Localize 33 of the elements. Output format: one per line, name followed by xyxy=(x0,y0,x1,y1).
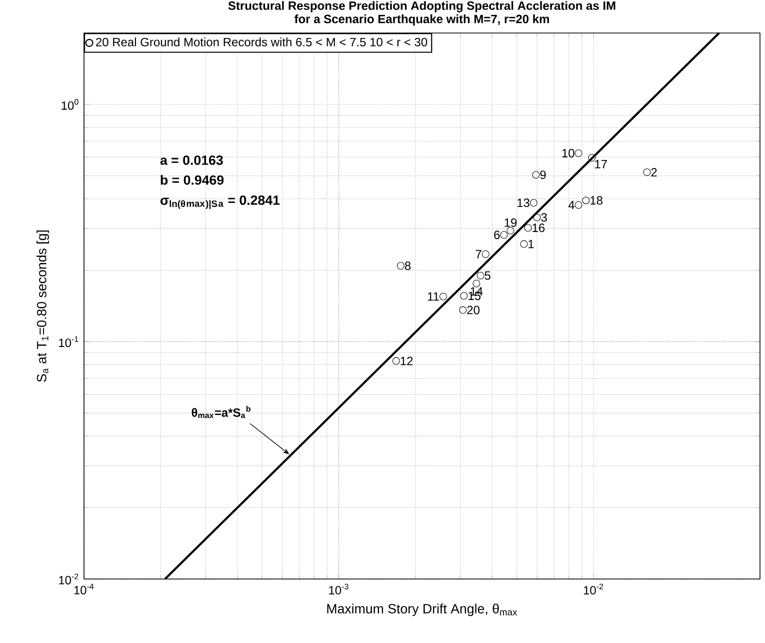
annotation: 9 xyxy=(540,170,546,180)
y-tick-label: 10$^{0}$ xyxy=(62,99,78,110)
x-axis-title: Maximum Story Drift Angle, θ$_{max}$ xyxy=(327,604,518,616)
annotation: 7 xyxy=(476,250,482,258)
legend-label: 20 Real Ground Motion Records with 6.5 < M < 7.5 10 < r < 30 xyxy=(96,38,428,46)
y-tick-label: 10$^{-2}$ xyxy=(59,574,78,584)
annotation: 17 xyxy=(595,160,607,168)
annotation: 1 xyxy=(528,240,534,248)
annotation: b = 0.9469 xyxy=(160,174,224,185)
y-tick-label: 10$^{-1}$ xyxy=(59,336,78,348)
annotation: 10 xyxy=(562,148,574,158)
annotation: 5 xyxy=(484,271,490,280)
chart-title: Structural Response Prediction Adopting Spectral Accleration as IM xyxy=(228,1,616,12)
annotation: 3 xyxy=(541,213,547,222)
chart-subtitle: for a Scenario Earthquake with M=7, r=20 km xyxy=(294,14,549,26)
annotation: 6 xyxy=(494,230,500,240)
annotation: 8 xyxy=(404,261,411,270)
annotation: σ$_{ln(θmax)|Sa}$ = 0.2841 xyxy=(160,195,280,210)
annotation: 13 xyxy=(518,198,530,208)
annotation: 16 xyxy=(532,224,545,232)
annotation: a = 0.0163 xyxy=(160,155,223,165)
y-axis-title: S$_{a}$ at T$_{1}$=0.80 seconds [g] xyxy=(36,230,49,382)
annotation: 19 xyxy=(504,218,517,227)
annotation: θ$_{max}$=a*S$_{a}$b xyxy=(192,406,250,418)
x-tick-label: 10$^{-3}$ xyxy=(329,584,348,595)
annotation: 12 xyxy=(400,356,413,366)
x-tick-label: 10$^{-2}$ xyxy=(584,584,604,595)
annotation: 18 xyxy=(590,196,602,205)
x-tick-label: 10$^{-4}$ xyxy=(74,584,94,594)
annotation: 2 xyxy=(651,168,657,176)
annotation: 11 xyxy=(428,292,439,301)
annotation: 20 xyxy=(467,306,480,314)
annotation: 4 xyxy=(568,200,574,210)
